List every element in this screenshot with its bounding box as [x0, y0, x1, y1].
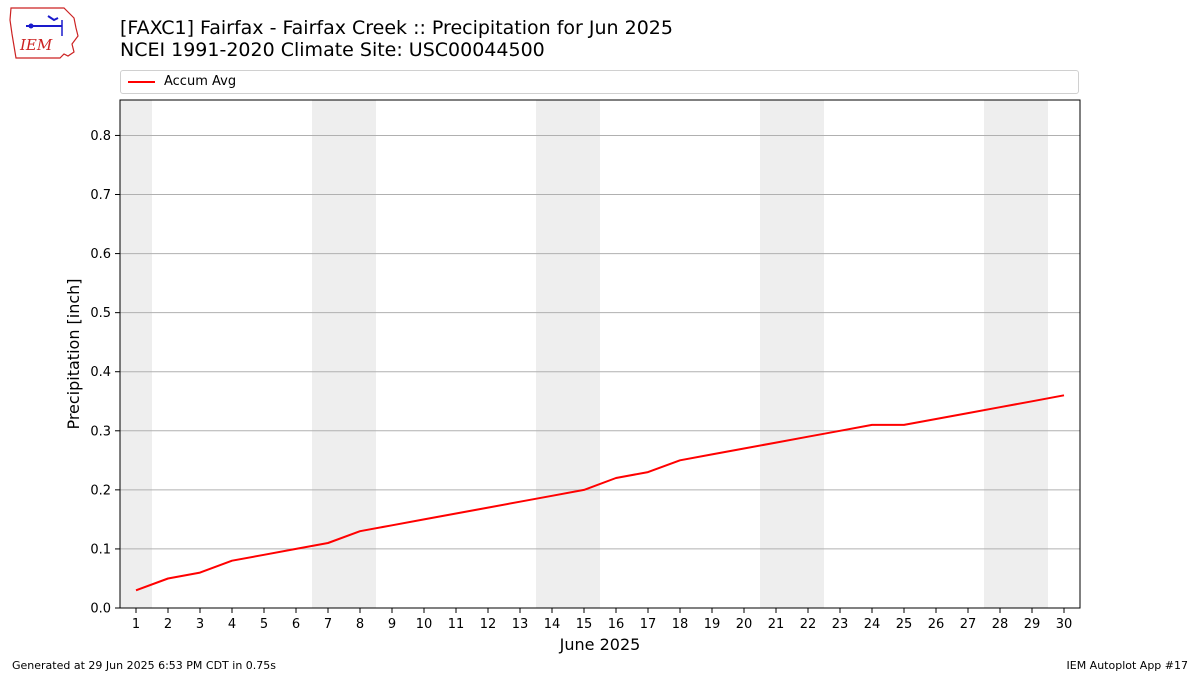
y-tick-label: 0.8: [90, 129, 111, 144]
x-tick-label: 19: [704, 617, 721, 632]
logo-dot: [28, 23, 34, 29]
weekend-band: [760, 100, 824, 608]
y-axis-ticks: 0.0 0.1 0.2 0.3 0.4 0.5 0.6 0.7 0.8: [90, 129, 120, 617]
chart-legend: Accum Avg: [120, 70, 1079, 94]
logo-outline: [9, 7, 79, 59]
x-tick-label: 4: [228, 617, 236, 632]
x-tick-label: 21: [768, 617, 785, 632]
weekend-band: [984, 100, 1048, 608]
legend-label: Accum Avg: [164, 74, 237, 89]
weekend-band: [312, 100, 376, 608]
x-tick-label: 15: [576, 617, 593, 632]
x-tick-label: 26: [928, 617, 945, 632]
weekend-band: [536, 100, 600, 608]
y-tick-label: 0.3: [90, 424, 111, 439]
x-tick-label: 6: [292, 617, 300, 632]
logo-text: IEM: [19, 36, 53, 54]
x-axis-label: June 2025: [559, 635, 641, 654]
x-tick-label: 13: [512, 617, 529, 632]
x-tick-label: 20: [736, 617, 753, 632]
y-tick-label: 0.6: [90, 247, 111, 262]
generated-timestamp: Generated at 29 Jun 2025 6:53 PM CDT in …: [12, 659, 277, 672]
x-tick-label: 18: [672, 617, 689, 632]
x-tick-label: 9: [388, 617, 396, 632]
x-tick-label: 30: [1056, 617, 1073, 632]
iem-logo: IEM: [8, 6, 80, 60]
y-tick-label: 0.0: [90, 602, 111, 617]
legend-line-swatch: [128, 81, 155, 83]
x-tick-label: 29: [1024, 617, 1041, 632]
chart-subtitle: NCEI 1991-2020 Climate Site: USC00044500: [120, 39, 545, 61]
y-tick-label: 0.5: [90, 306, 111, 321]
x-tick-label: 10: [416, 617, 433, 632]
x-tick-label: 8: [356, 617, 364, 632]
chart-title: [FAXC1] Fairfax - Fairfax Creek :: Preci…: [120, 17, 673, 39]
series-line-accum-avg: [135, 394, 1065, 592]
y-tick-label: 0.1: [90, 542, 111, 557]
x-tick-label: 22: [800, 617, 817, 632]
y-tick-label: 0.4: [90, 365, 111, 380]
app-credit: IEM Autoplot App #17: [1066, 659, 1189, 672]
axes-frame: [119, 99, 1081, 609]
x-tick-label: 25: [896, 617, 913, 632]
x-tick-label: 3: [196, 617, 204, 632]
x-tick-label: 16: [608, 617, 625, 632]
x-tick-label: 17: [640, 617, 657, 632]
x-tick-label: 12: [480, 617, 497, 632]
weekend-band: [120, 100, 152, 608]
x-axis-ticks: 1 2 3 4 5 6 7 8 9 10 11 12 13 14 15 16 17 18 19 20 21 22 23 24 2…: [132, 608, 1072, 632]
x-tick-label: 27: [960, 617, 977, 632]
x-tick-label: 2: [164, 617, 172, 632]
weekend-bands: [120, 100, 1048, 608]
x-tick-label: 7: [324, 617, 332, 632]
x-tick-label: 24: [864, 617, 881, 632]
y-tick-label: 0.2: [90, 483, 111, 498]
x-tick-label: 14: [544, 617, 561, 632]
logo-hook: [47, 15, 59, 22]
y-axis-label: Precipitation [inch]: [64, 278, 83, 429]
series-lines: [135, 394, 1065, 592]
x-tick-label: 23: [832, 617, 849, 632]
x-tick-label: 1: [132, 617, 140, 632]
x-tick-label: 5: [260, 617, 268, 632]
grid-lines: [120, 134, 1080, 550]
y-tick-label: 0.7: [90, 188, 111, 203]
x-tick-label: 28: [992, 617, 1009, 632]
x-tick-label: 11: [448, 617, 465, 632]
